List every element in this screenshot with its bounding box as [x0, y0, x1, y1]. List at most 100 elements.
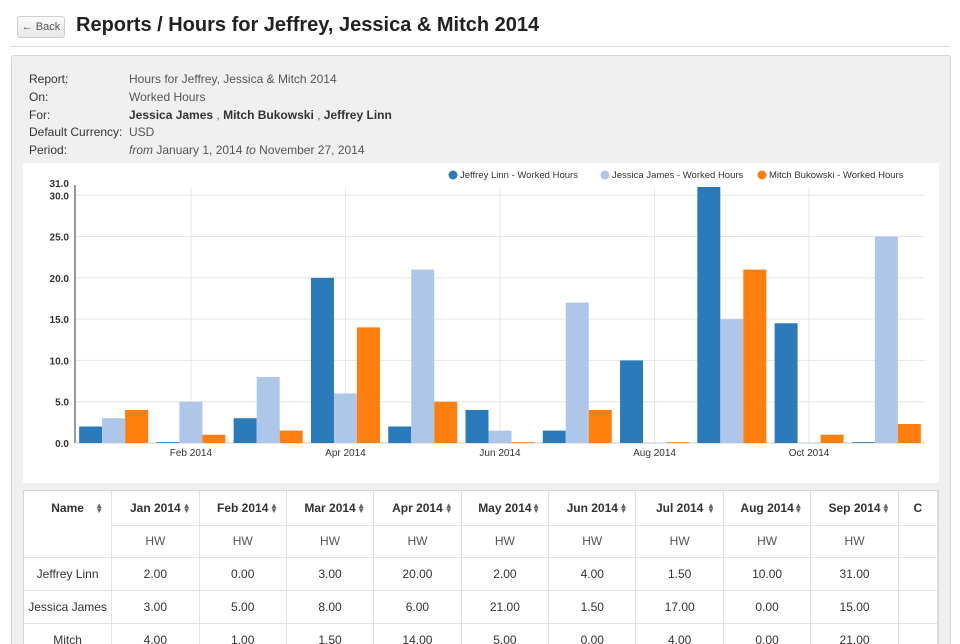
- period-from: from: [129, 143, 153, 158]
- hours-table-container: Name ▲ ▼ Jan 2014 ▲ ▼ Feb 2014 ▲ ▼ Mar 2014 ▲ ▼ Apr …: [23, 490, 939, 644]
- column-header-month[interactable]: Jun 2014 ▲ ▼: [548, 491, 637, 526]
- row-name-cell: Jeffrey Linn: [24, 557, 113, 591]
- column-header-label: Jul 2014: [655, 500, 704, 515]
- bar: [202, 434, 226, 443]
- column-header-month[interactable]: Jan 2014 ▲ ▼: [111, 491, 200, 526]
- bar: [743, 269, 767, 443]
- bar: [279, 430, 303, 443]
- report-meta: Report: Hours for Jeffrey, Jessica & Mit…: [29, 71, 392, 160]
- row-name-cell: Mitch: [24, 623, 113, 644]
- legend-swatch: [757, 170, 767, 180]
- bar: [897, 424, 921, 443]
- x-tick-label: Oct 2014: [789, 448, 830, 459]
- meta-report-label: Report:: [29, 72, 69, 86]
- column-header-label: C: [913, 500, 923, 515]
- hours-cell: 0.00: [548, 623, 637, 644]
- bar: [511, 442, 535, 443]
- bar: [434, 401, 458, 443]
- column-header-label: Sep 2014: [828, 500, 881, 515]
- subheader-cell: HW: [199, 525, 287, 558]
- column-header-month[interactable]: Apr 2014 ▲ ▼: [373, 491, 462, 526]
- meta-currency: Default Currency: USD: [29, 124, 392, 142]
- hours-cell: 4.00: [548, 557, 637, 591]
- person-separator: ,: [313, 107, 324, 122]
- y-tick-label: 15.0: [50, 315, 70, 326]
- person-name: Jeffrey Linn: [323, 107, 392, 122]
- sort-icon[interactable]: ▲ ▼: [95, 501, 104, 515]
- bar: [874, 236, 898, 443]
- meta-for: For: Jessica James , Mitch Bukowski , Je…: [29, 107, 392, 125]
- sort-icon[interactable]: ▲ ▼: [881, 501, 890, 515]
- bar: [179, 401, 203, 443]
- hours-cell: 1.50: [635, 557, 724, 591]
- bar: [820, 434, 844, 443]
- subheader-cell: HW: [548, 525, 637, 558]
- bar: [851, 442, 875, 443]
- meta-on-value: Worked Hours: [129, 89, 206, 104]
- column-header-month[interactable]: C: [898, 491, 938, 526]
- y-tick-label: 25.0: [50, 233, 70, 244]
- title-divider: [10, 46, 950, 47]
- meta-report: Report: Hours for Jeffrey, Jessica & Mit…: [29, 71, 392, 89]
- x-tick-label: Aug 2014: [633, 448, 676, 459]
- sort-icon[interactable]: ▲ ▼: [794, 501, 803, 515]
- sort-icon[interactable]: ▲ ▼: [357, 501, 366, 515]
- column-header-month[interactable]: Aug 2014 ▲ ▼: [723, 491, 812, 526]
- table-header-row: Name ▲ ▼ Jan 2014 ▲ ▼ Feb 2014 ▲ ▼ Mar 2014 ▲ ▼ Apr …: [24, 491, 938, 558]
- hours-cell: 15.00: [810, 590, 899, 624]
- column-header-label: Aug 2014: [740, 500, 794, 515]
- bar: [102, 418, 126, 443]
- column-header-month[interactable]: Sep 2014 ▲ ▼: [810, 491, 899, 526]
- meta-period-value: from January 1, 2014 to November 27, 201…: [129, 142, 365, 160]
- hours-cell: 4.00: [635, 623, 724, 644]
- column-header-label: Name: [51, 501, 84, 515]
- hours-cell: 5.00: [199, 590, 287, 624]
- table-row: Mitch 4.00 1.00 1.50 14.00 5.00 0.00 4.00 0.00 21…: [24, 623, 938, 644]
- row-name-cell: Jessica James: [24, 590, 113, 624]
- y-tick-label: 10.0: [50, 356, 70, 367]
- column-header-label: May 2014: [478, 500, 532, 515]
- bar-chart-svg: 0.0 5.0 10.0 15.0 20.0 25.0 30.031.0 Feb 2014 Ap…: [50, 170, 925, 459]
- y-tick-label: 20.0: [50, 274, 70, 285]
- bar: [565, 302, 589, 443]
- sort-icon[interactable]: ▲ ▼: [619, 501, 628, 515]
- person-separator: ,: [213, 107, 224, 122]
- sort-icon[interactable]: ▲ ▼: [269, 501, 278, 515]
- meta-on: On: Worked Hours: [29, 89, 392, 107]
- subheader-cell: HW: [111, 525, 200, 558]
- bar: [310, 277, 334, 443]
- hours-cell: 8.00: [286, 590, 375, 624]
- subheader-cell: HW: [723, 525, 812, 558]
- page-title: Reports / Hours for Jeffrey, Jessica & M…: [76, 14, 540, 36]
- column-header-month[interactable]: Jul 2014 ▲ ▼: [635, 491, 724, 526]
- hours-cell: 3.00: [111, 590, 200, 624]
- sort-icon[interactable]: ▲ ▼: [444, 501, 453, 515]
- column-header-label: Jun 2014: [566, 500, 618, 515]
- bar: [465, 409, 489, 443]
- subheader-cell: HW: [461, 525, 550, 558]
- column-header-month[interactable]: Mar 2014 ▲ ▼: [286, 491, 375, 526]
- subheader-cell: [898, 525, 938, 558]
- back-button[interactable]: ← Back: [17, 16, 65, 38]
- sort-icon[interactable]: ▲ ▼: [182, 501, 191, 515]
- column-header-label: Apr 2014: [392, 500, 443, 515]
- column-header-name[interactable]: Name ▲ ▼: [24, 491, 113, 558]
- legend-swatch: [448, 170, 458, 180]
- bar: [666, 442, 690, 443]
- hours-cell: 1.50: [548, 590, 637, 624]
- column-header-month[interactable]: May 2014 ▲ ▼: [461, 491, 550, 526]
- hours-chart: 0.0 5.0 10.0 15.0 20.0 25.0 30.0 31.0 Feb 2014 Ap…: [23, 163, 939, 483]
- column-header-month[interactable]: Feb 2014 ▲ ▼: [199, 491, 287, 526]
- bar: [388, 426, 412, 443]
- sort-icon[interactable]: ▲ ▼: [706, 501, 715, 515]
- hours-cell: 1.50: [286, 623, 375, 644]
- table-row: Jessica James 3.00 5.00 8.00 6.00 21.00 1.50 17…: [24, 590, 938, 624]
- hours-cell: 2.00: [111, 557, 200, 591]
- sort-icon[interactable]: ▲ ▼: [532, 501, 541, 515]
- bar: [697, 187, 721, 443]
- bar: [488, 430, 512, 443]
- subheader-cell: HW: [635, 525, 724, 558]
- bar: [233, 418, 257, 443]
- period-to: to: [245, 143, 256, 158]
- period-start: January 1, 2014: [156, 143, 243, 158]
